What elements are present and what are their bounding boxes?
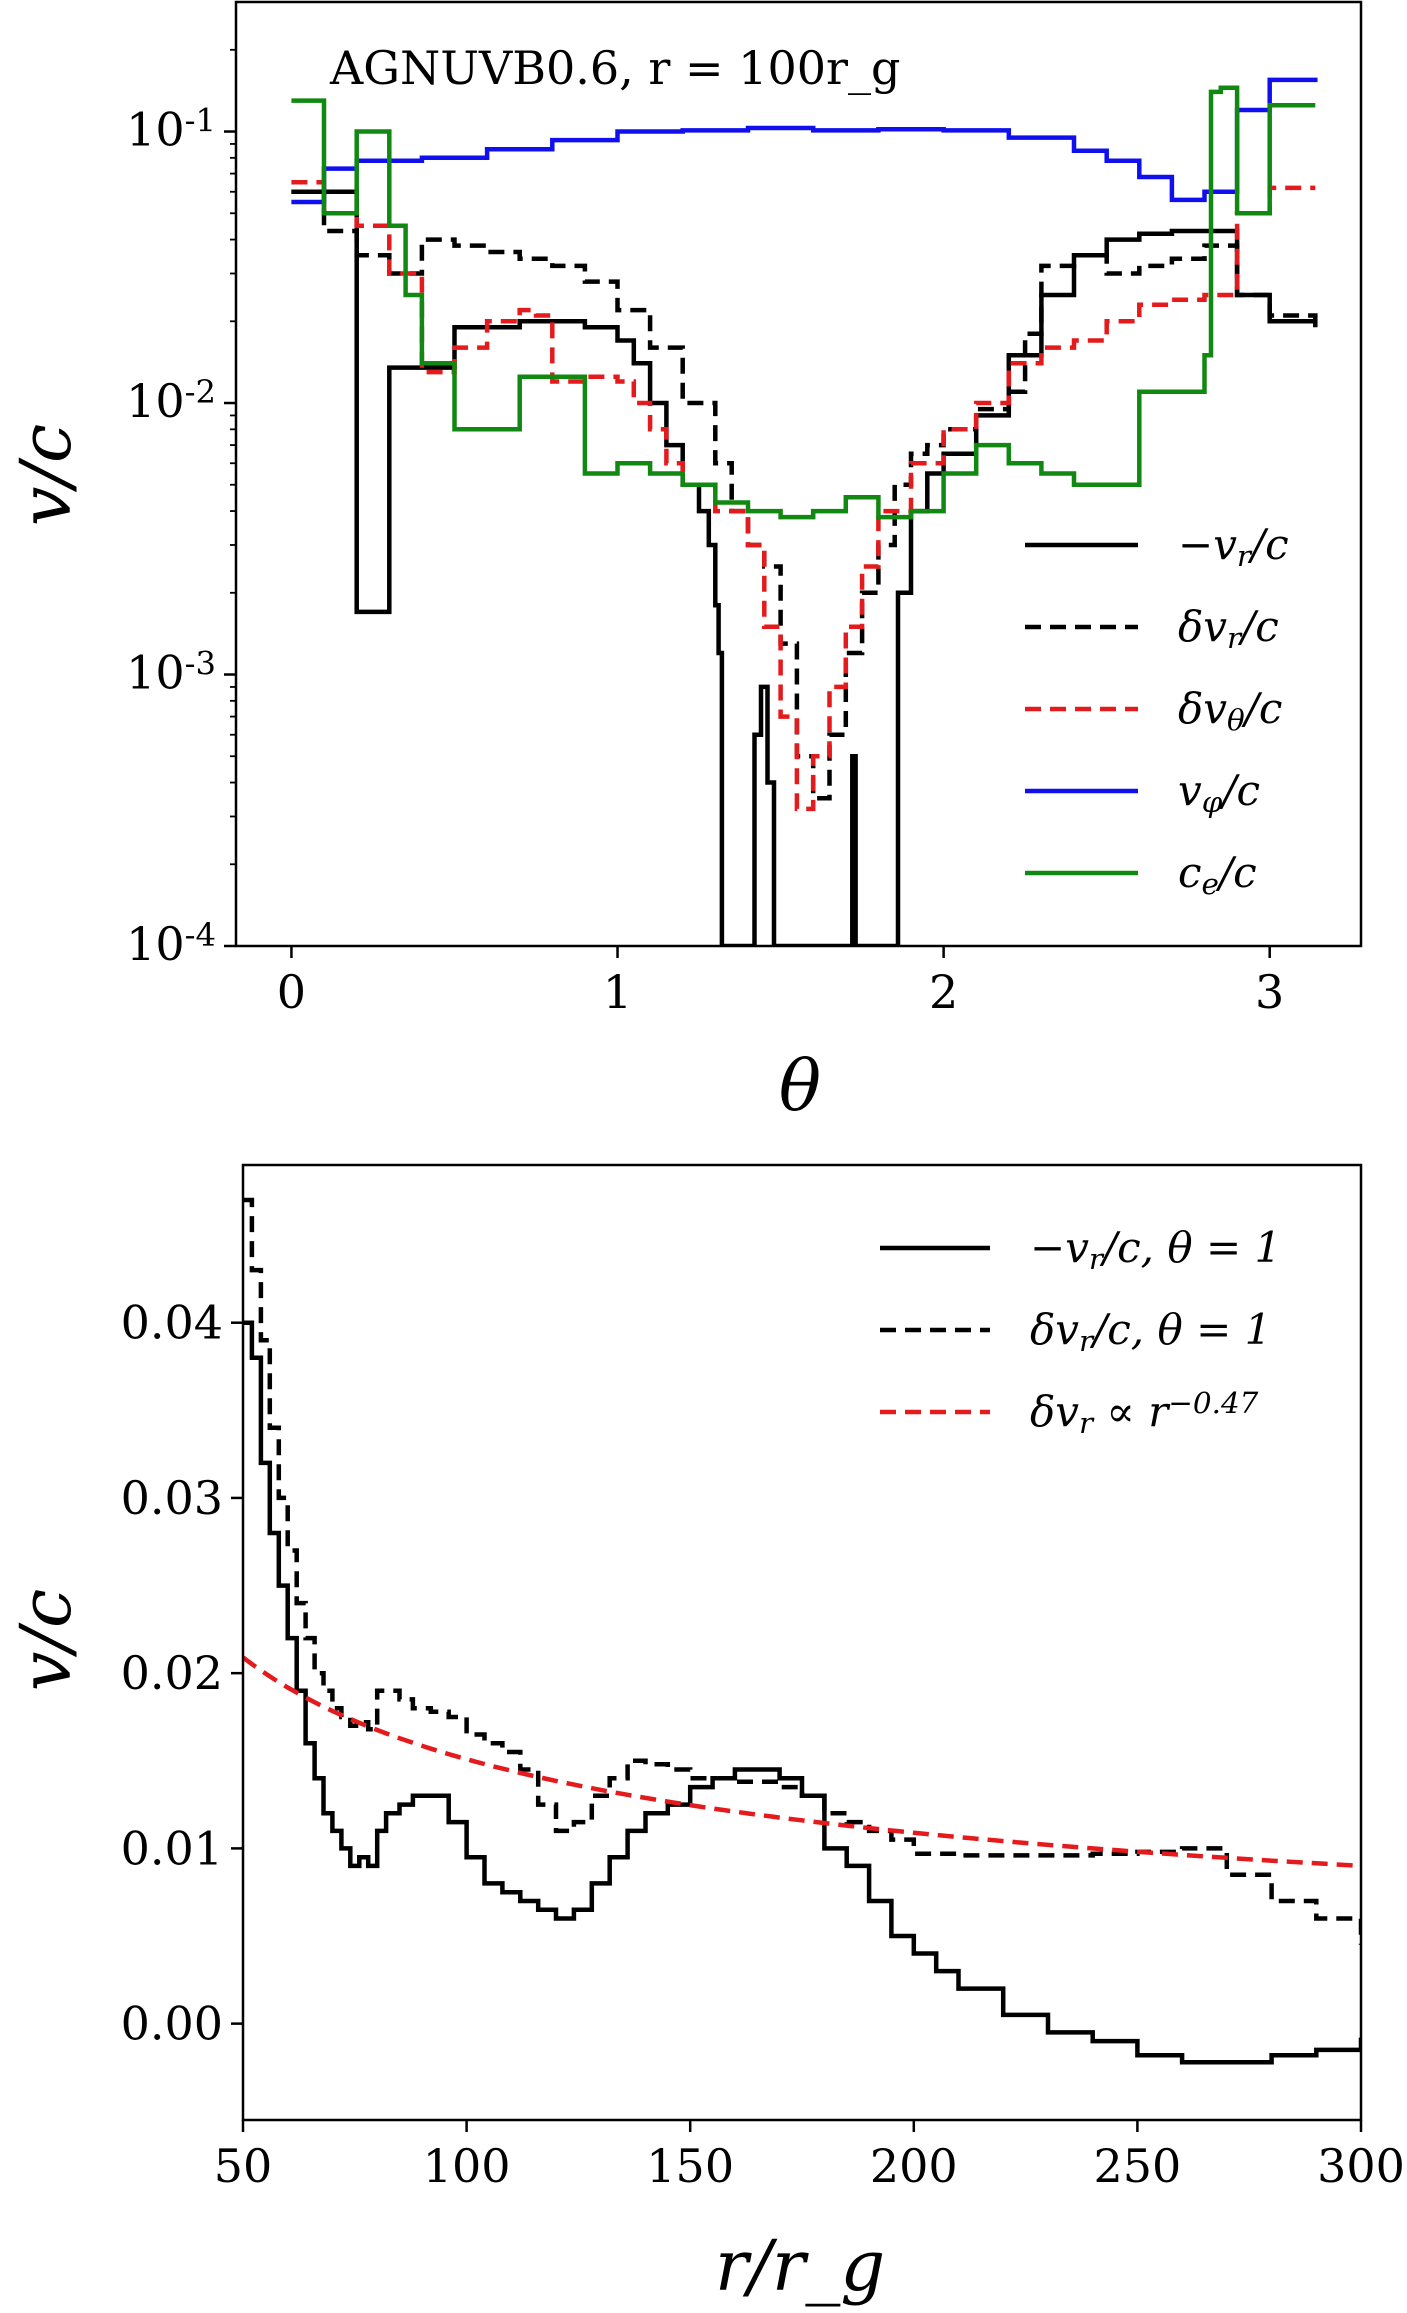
top-legend-label: δvr/c — [1178, 602, 1279, 655]
bottom-legend-label: δvr ∝ r−0.47 — [1030, 1386, 1259, 1440]
bottom-y-ticks: 0.00 0.01 0.02 0.03 0.04 — [121, 1296, 243, 2051]
top-annotation: AGNUVB0.6, r = 100r_g — [329, 41, 900, 95]
bottom-y-tick-label: 0.02 — [121, 1646, 223, 1700]
top-legend-label: δvθ/c — [1178, 684, 1282, 737]
top-x-tick-label: 1 — [603, 965, 632, 1019]
top-plot-frame — [234, 0, 1363, 948]
top-y-tick-label: 10-2 — [126, 373, 216, 428]
top-x-tick-label: 0 — [277, 965, 306, 1019]
bottom-x-tick-label: 100 — [423, 2139, 511, 2193]
top-legend: −vr/c δvr/c δvθ/c vφ/c ce/c — [1025, 520, 1289, 901]
bottom-y-tick-label: 0.01 — [121, 1821, 223, 1875]
bottom-y-tick-label: 0.00 — [121, 1997, 223, 2051]
top-series-group — [291, 77, 1318, 946]
bottom-y-tick-label: 0.03 — [121, 1471, 223, 1525]
bottom-x-ticks: 50 100 150 200 250 300 — [214, 2120, 1405, 2193]
bottom-series-0-line — [243, 1320, 1361, 2065]
top-y-ticks: 10-4 10-3 10-2 10-1 — [126, 48, 236, 971]
bottom-x-tick-label: 250 — [1093, 2139, 1181, 2193]
top-series-1-line — [291, 189, 1318, 801]
top-x-tick-label: 3 — [1255, 965, 1284, 1019]
top-y-tick-label: 10-4 — [126, 916, 216, 971]
top-chart-panel: 0 1 2 3 10-4 10-3 10-2 10-1 AGNUVB0.6, r = 100… — [5, 0, 1363, 1127]
bottom-legend-label: δvr/c, θ = 1 — [1030, 1305, 1271, 1358]
top-y-tick-label: 10-1 — [126, 101, 216, 156]
top-legend-label: vφ/c — [1178, 766, 1260, 819]
bottom-series-group — [243, 1197, 1361, 2065]
top-legend-label: −vr/c — [1178, 520, 1289, 573]
bottom-legend: −vr/c, θ = 1 δvr/c, θ = 1 δvr ∝ r−0.47 — [880, 1223, 1281, 1440]
top-x-ticks: 0 1 2 3 — [277, 946, 1284, 1019]
top-x-axis-label: θ — [779, 1045, 821, 1127]
top-series-0-line — [291, 189, 1318, 946]
bottom-y-tick-label: 0.04 — [121, 1296, 223, 1350]
bottom-x-tick-label: 50 — [214, 2139, 273, 2193]
top-x-tick-label: 2 — [929, 965, 958, 1019]
top-y-axis-label: v/c — [5, 424, 87, 526]
bottom-x-tick-label: 200 — [870, 2139, 958, 2193]
bottom-legend-label: −vr/c, θ = 1 — [1030, 1223, 1281, 1276]
bottom-x-tick-label: 150 — [646, 2139, 734, 2193]
bottom-chart-panel: 50 100 150 200 250 300 0.00 0.01 0.02 0.03 0.04 r… — [5, 1163, 1405, 2307]
top-series-3-line — [291, 77, 1318, 205]
bottom-y-axis-label: v/c — [5, 1589, 87, 1691]
bottom-series-2-line — [243, 1655, 1361, 1869]
top-y-tick-label: 10-3 — [126, 644, 216, 699]
top-series-2-line — [291, 180, 1316, 812]
top-legend-label: ce/c — [1178, 848, 1257, 901]
bottom-plot-frame — [241, 1163, 1363, 2122]
bottom-x-tick-label: 300 — [1317, 2139, 1405, 2193]
top-series-4-line — [291, 85, 1316, 520]
bottom-x-axis-label: r/r_g — [715, 2225, 885, 2307]
bottom-series-1-line — [243, 1197, 1361, 1945]
